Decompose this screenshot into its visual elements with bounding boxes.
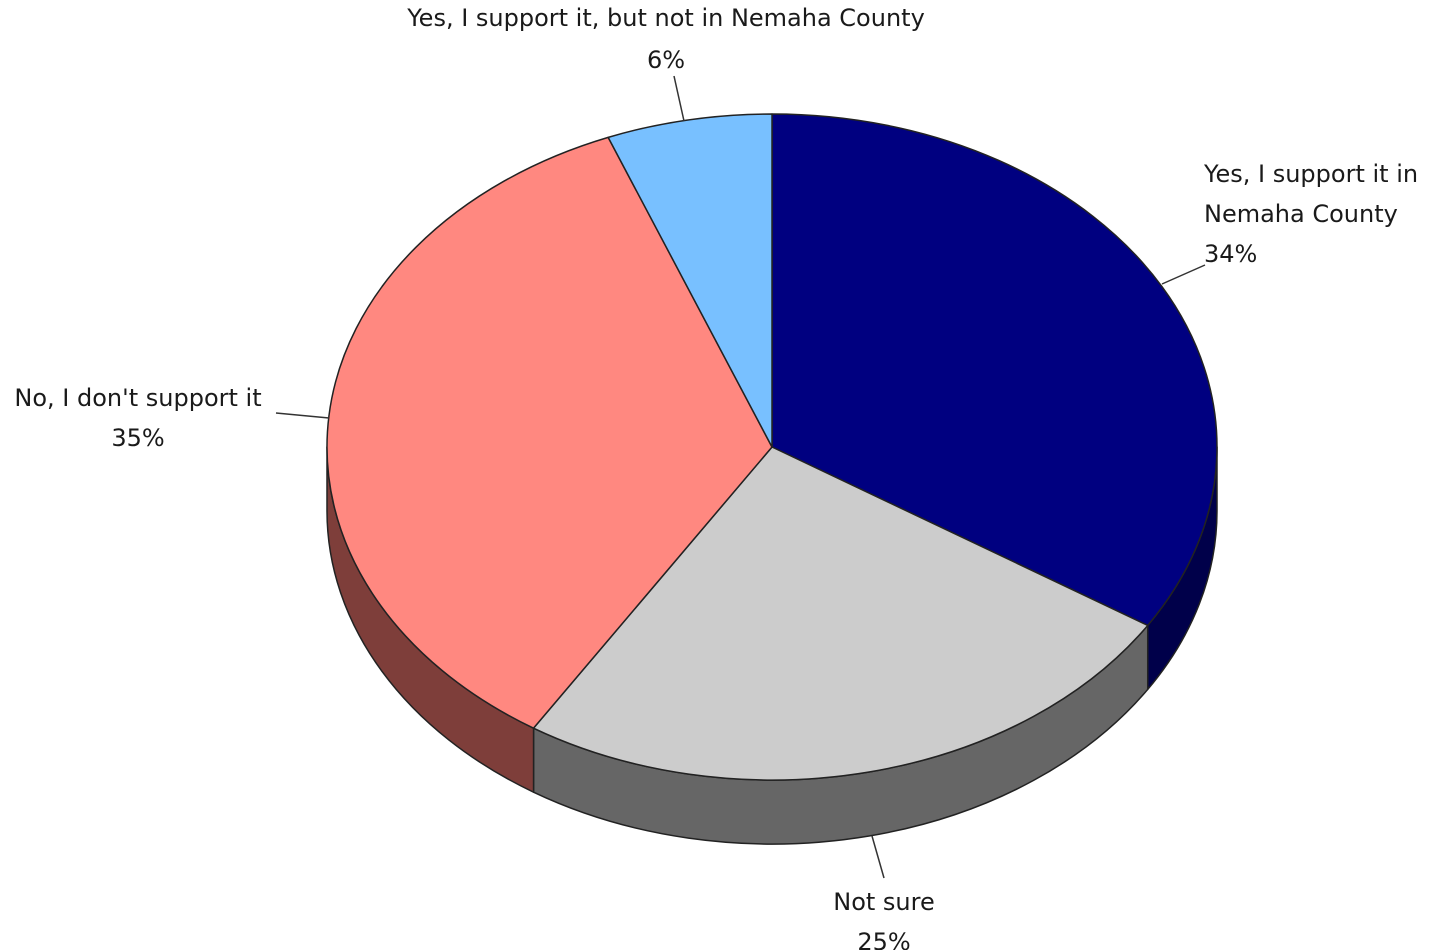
- pie-slice-label: No, I don't support it: [14, 384, 261, 412]
- pie-slice: [326, 136, 773, 729]
- pie-slices: [326, 113, 1218, 781]
- pie-slice: [607, 113, 773, 448]
- pie-leader-lines: [275, 75, 1206, 879]
- pie-leader-line: [871, 835, 885, 879]
- pie-leader-line: [275, 412, 330, 419]
- pie-leader-line: [673, 75, 685, 122]
- pie-slice-label: Nemaha County: [1204, 200, 1398, 228]
- pie-labels: Yes, I support it in Nemaha County 34% Not …: [14, 4, 1418, 950]
- pie-slice-value-label: 35%: [111, 424, 164, 452]
- pie-slice-value-label: 25%: [857, 928, 910, 950]
- pie-slice-value-label: 6%: [647, 46, 685, 74]
- pie-slice-label: Yes, I support it in: [1203, 160, 1418, 188]
- pie-leader-line: [1161, 264, 1206, 285]
- pie-slice-label: Not sure: [833, 888, 935, 916]
- pie-slice: [532, 446, 1149, 781]
- pie-slice-label: Yes, I support it, but not in Nemaha Cou…: [406, 4, 925, 32]
- pie-slice: [771, 113, 1218, 627]
- pie-slice-value-label: 34%: [1204, 240, 1257, 268]
